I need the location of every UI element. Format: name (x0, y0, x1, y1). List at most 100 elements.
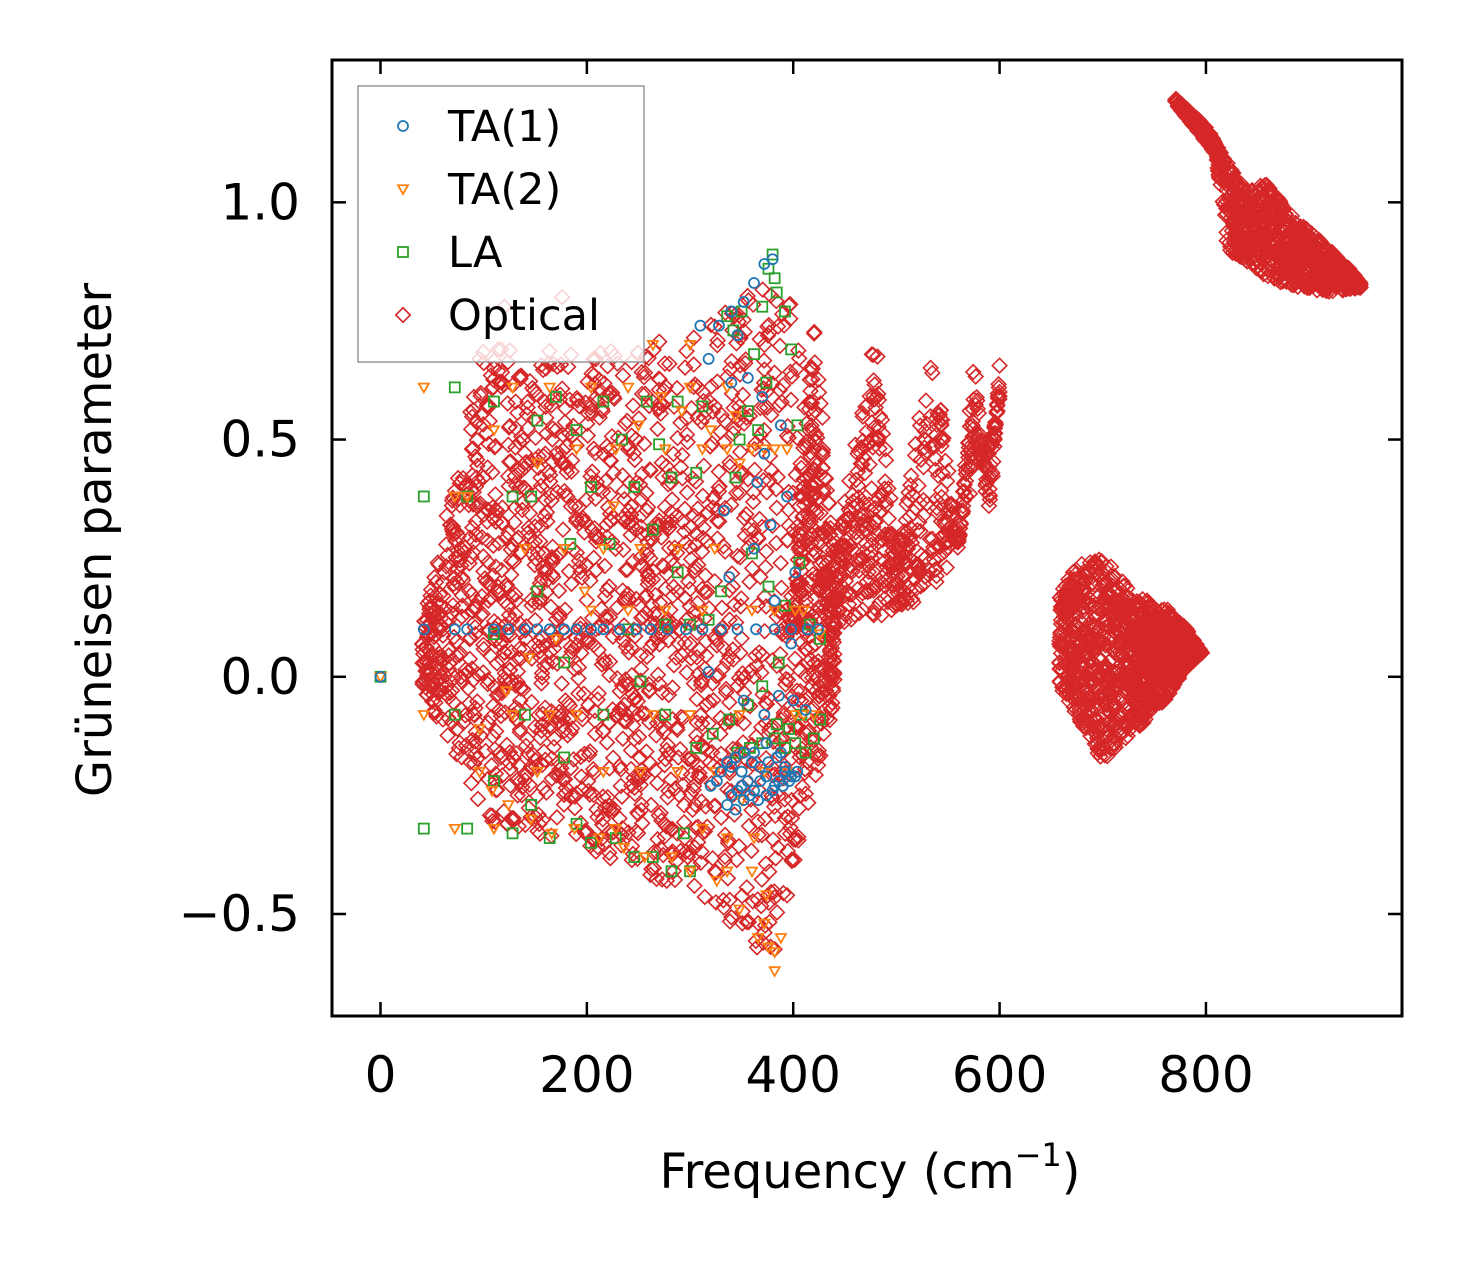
optical-point (633, 768, 651, 786)
optical-point (464, 519, 481, 537)
optical-point (933, 488, 951, 506)
optical-point (613, 788, 631, 805)
optical-point (932, 416, 950, 434)
optical-point (731, 548, 749, 566)
optical-point (703, 435, 721, 452)
optical-point (779, 842, 797, 860)
optical-point (1295, 237, 1313, 254)
optical-point (533, 722, 550, 740)
optical-point (855, 494, 873, 512)
optical-point (1161, 618, 1179, 635)
optical-point (926, 461, 944, 479)
optical-point (1298, 230, 1316, 248)
optical-point (636, 385, 654, 403)
optical-point (934, 464, 952, 482)
optical-point (620, 502, 637, 520)
optical-point (532, 356, 550, 374)
optical-point (484, 378, 502, 396)
optical-point (950, 530, 967, 548)
optical-point (1100, 669, 1118, 687)
optical-point (452, 668, 470, 686)
optical-point (693, 738, 711, 756)
optical-point (769, 468, 787, 486)
optical-point (758, 483, 776, 501)
optical-point (1058, 650, 1076, 667)
optical-point (723, 352, 741, 370)
optical-point (1134, 620, 1152, 638)
optical-point (598, 734, 616, 751)
optical-point (789, 691, 807, 709)
optical-point (443, 682, 461, 699)
optical-point (461, 554, 478, 572)
optical-point (626, 785, 644, 803)
optical-point (814, 565, 832, 583)
optical-point (657, 580, 674, 598)
data-marks (373, 90, 1369, 978)
optical-point (611, 701, 629, 718)
optical-point (938, 472, 956, 490)
optical-point (512, 543, 530, 561)
optical-point (807, 402, 824, 420)
optical-point (1109, 645, 1126, 662)
optical-point (805, 664, 823, 682)
optical-point (732, 590, 750, 607)
optical-point (511, 478, 529, 496)
optical-point (861, 582, 879, 599)
optical-point (989, 388, 1007, 405)
optical-point (863, 346, 881, 363)
optical-point (577, 556, 595, 574)
optical-point (493, 373, 511, 391)
optical-point (909, 558, 927, 576)
optical-point (548, 808, 566, 826)
optical-point (806, 354, 824, 371)
optical-point (789, 828, 807, 846)
optical-point (912, 522, 929, 540)
optical-point (1153, 632, 1171, 650)
optical-point (523, 535, 541, 553)
optical-point (843, 586, 861, 604)
optical-point (774, 884, 792, 902)
optical-point (752, 897, 770, 915)
optical-point (874, 425, 892, 443)
optical-point (568, 389, 586, 407)
optical-point (688, 690, 706, 708)
optical-point (1350, 276, 1368, 294)
optical-point (975, 458, 993, 475)
optical-point (1092, 688, 1109, 706)
optical-point (567, 825, 585, 843)
optical-point (659, 736, 677, 754)
optical-point (724, 641, 742, 658)
optical-point (1225, 189, 1243, 207)
optical-point (531, 642, 549, 660)
optical-point (681, 635, 699, 653)
optical-point (1323, 243, 1340, 261)
optical-point (1352, 276, 1369, 293)
optical-point (1135, 701, 1153, 719)
optical-point (638, 586, 655, 604)
optical-point (572, 644, 590, 662)
optical-point (744, 493, 762, 511)
optical-point (954, 497, 972, 515)
optical-point (728, 334, 745, 352)
optical-point (1075, 712, 1093, 730)
optical-point (454, 571, 472, 589)
optical-point (686, 796, 704, 814)
optical-point (642, 866, 659, 884)
optical-point (785, 831, 803, 848)
optical-point (421, 614, 439, 632)
optical-point (1099, 585, 1117, 603)
optical-point (548, 707, 565, 724)
optical-point (487, 558, 505, 576)
optical-point (597, 608, 615, 625)
optical-point (855, 449, 873, 467)
optical-point (730, 669, 748, 687)
optical-point (594, 810, 612, 828)
optical-point (1071, 713, 1089, 731)
optical-point (635, 435, 653, 453)
optical-point (735, 311, 752, 329)
optical-point (645, 859, 663, 877)
optical-point (461, 529, 479, 547)
series-optical (413, 90, 1369, 958)
optical-point (1282, 247, 1300, 264)
optical-point (888, 584, 906, 601)
